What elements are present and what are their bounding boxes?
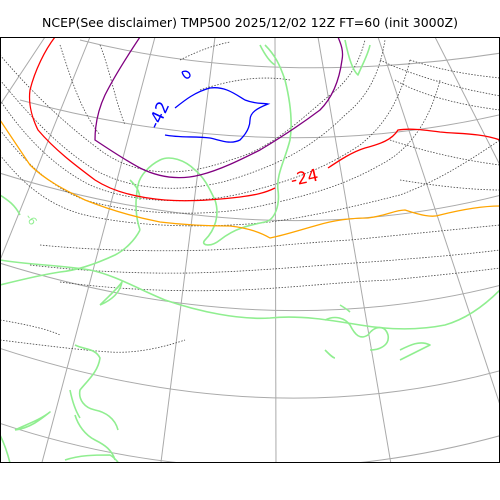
isotherm-line [29, 249, 500, 274]
meridian [0, 37, 46, 106]
coastline [0, 229, 141, 286]
isotherm-minus36-line [94, 37, 344, 179]
meridian [317, 37, 392, 463]
meridian [377, 37, 500, 407]
meridian [0, 37, 91, 262]
coastline [324, 349, 336, 359]
coastline [0, 259, 500, 330]
isotherm-minus36 [94, 37, 344, 179]
latitude-circle [79, 39, 500, 69]
isotherm-line [179, 41, 231, 61]
coastline [14, 411, 51, 431]
map-title: NCEP(See disclaimer) TMP500 2025/12/02 1… [41, 15, 458, 30]
coastline [259, 44, 276, 66]
isotherm-line [39, 224, 500, 252]
isotherm-line [0, 139, 500, 227]
coastline [339, 304, 351, 313]
isotherm-line [59, 44, 101, 136]
coastline [202, 44, 292, 246]
coastline [0, 434, 11, 463]
isotherm-line [409, 59, 500, 79]
latitude-circle [0, 422, 500, 463]
coastline [399, 342, 431, 361]
coastline [74, 344, 119, 431]
map-frame: -42 -24 -6 [0, 37, 500, 463]
isotherm-minus24 [28, 37, 500, 202]
meridian [41, 37, 156, 463]
coastline [74, 414, 116, 461]
isotherm-line [394, 79, 500, 111]
isotherm-minus42-line [164, 87, 271, 143]
coastlines [0, 39, 500, 463]
isotherm-minus18-line [0, 119, 500, 239]
latitude-circle [0, 172, 500, 222]
isotherm-line [0, 39, 386, 189]
coastline [135, 157, 216, 231]
isotherm-minus42 [164, 70, 271, 143]
coastline [129, 179, 141, 201]
isotherm-line [0, 59, 411, 202]
coastline [69, 389, 81, 419]
isotherm-line [0, 319, 61, 336]
coastline [0, 194, 21, 216]
isotherms-dotted [0, 39, 500, 353]
meridian [274, 37, 277, 463]
isotherm-line [199, 77, 291, 91]
meridian [434, 37, 500, 167]
coastline [324, 316, 390, 351]
graticule-meridians [0, 37, 500, 463]
isotherm-minus42-line [181, 70, 191, 79]
isotherm-minus18 [0, 119, 500, 239]
isotherm-line [99, 44, 126, 126]
isotherm-line [389, 139, 500, 166]
coastline [344, 39, 371, 76]
isotherm-line [399, 179, 500, 191]
latitude-circle [0, 262, 500, 312]
isotherm-minus24-line [28, 37, 276, 202]
meridian [160, 37, 216, 463]
coastline [99, 281, 123, 306]
isotherm-minus24-line [327, 128, 500, 169]
